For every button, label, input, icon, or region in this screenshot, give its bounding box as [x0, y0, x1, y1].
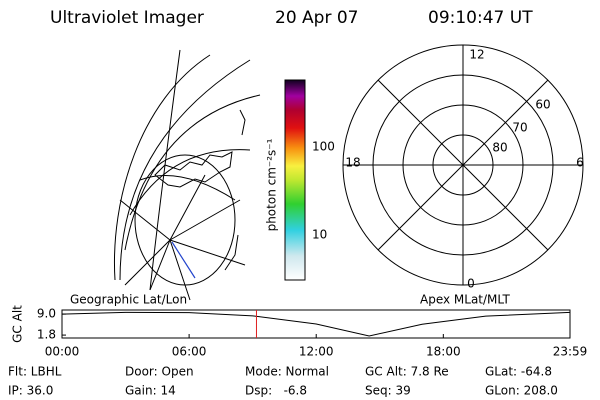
- x-tick-label: 18:00: [426, 345, 461, 359]
- colorbar: [284, 79, 306, 281]
- x-tick-label: 12:00: [299, 345, 334, 359]
- time: 09:10:47 UT: [428, 8, 533, 28]
- title: Ultraviolet Imager: [50, 8, 204, 28]
- mlt-label: 18: [345, 156, 360, 170]
- mlt-label: 6: [576, 156, 584, 170]
- colorbar-tick: 10: [312, 228, 327, 242]
- mlt-label: 0: [467, 277, 475, 291]
- map: [113, 49, 261, 301]
- x-tick-label: 23:59: [553, 345, 588, 359]
- polar-grid: [342, 44, 584, 286]
- x-tick-label: 00:00: [45, 345, 80, 359]
- mlat-label: 70: [512, 121, 527, 135]
- status-field: Gain: 14: [125, 384, 176, 398]
- plot-ylabel: GC Alt: [11, 305, 25, 343]
- status-field: GLat: -64.8: [485, 365, 552, 379]
- status-field: IP: 36.0: [8, 384, 53, 398]
- y-tick-label: 9.0: [37, 307, 56, 321]
- plot-left-title: Geographic Lat/Lon: [70, 293, 187, 307]
- mlt-label: 12: [469, 48, 484, 62]
- status-field: Seq: 39: [365, 384, 411, 398]
- altitude-plot: 9.0 1.8 00:00 06:00 12:00 18:00 23:59: [37, 307, 587, 359]
- status-field: Door: Open: [125, 365, 194, 379]
- status-field: Flt: LBHL: [8, 365, 62, 379]
- altitude-curve: [61, 311, 571, 337]
- status-field: GC Alt: 7.8 Re: [365, 365, 449, 379]
- plot-right-title: Apex MLat/MLT: [420, 293, 510, 307]
- status-field: Mode: Normal: [245, 365, 329, 379]
- x-tick-label: 06:00: [172, 345, 207, 359]
- status-field: Dsp: -6.8: [245, 384, 307, 398]
- y-tick-label: 1.8: [37, 328, 56, 342]
- colorbar-label: photon cm⁻²s⁻¹: [265, 138, 279, 231]
- mlat-label: 60: [535, 98, 550, 112]
- date: 20 Apr 07: [275, 8, 358, 28]
- colorbar-tick: 100: [312, 140, 335, 154]
- status-field: GLon: 208.0: [485, 384, 558, 398]
- mlat-label: 80: [492, 141, 507, 155]
- status-bar: Flt: LBHL Door: Open Mode: Normal GC Alt: 7…: [8, 365, 558, 398]
